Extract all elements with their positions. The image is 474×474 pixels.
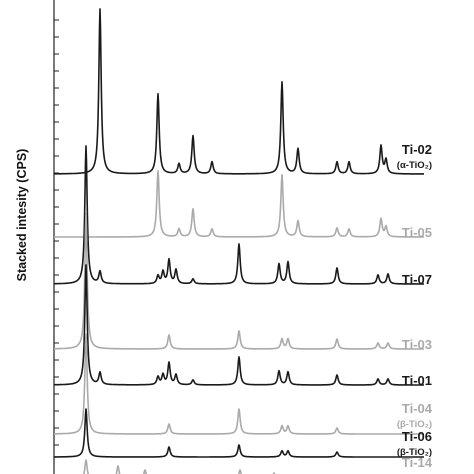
series-label-ti-01: Ti-01 <box>402 373 432 388</box>
series-label-ti-03: Ti-03 <box>402 337 432 352</box>
series-trace-ti-06 <box>53 408 425 458</box>
series-label-ti-05: Ti-05 <box>402 225 432 240</box>
series-labels: Ti-02 (α-TiO₂) Ti-05 Ti-07 Ti-03 Ti-01 Ti-04 (β… <box>397 142 433 470</box>
series-label-ti-04: Ti-04 <box>402 401 433 416</box>
series-sublabel-ti-02: (α-TiO₂) <box>397 160 432 171</box>
series-trace-ti-04 <box>53 333 425 435</box>
series-sublabel-ti-04: (β-TiO₂) <box>397 419 432 430</box>
series-label-ti-06: Ti-06 <box>402 429 432 444</box>
series-sublabel-ti-06: (β-TiO₂) <box>397 447 432 458</box>
series-label-ti-07: Ti-07 <box>402 272 432 287</box>
series-trace-ti-14 <box>83 459 276 474</box>
series-trace-ti-05 <box>53 170 425 238</box>
series-trace-ti-03 <box>53 213 425 350</box>
series-label-ti-14: Ti-14 <box>402 455 433 470</box>
series-trace-ti-01 <box>53 264 425 386</box>
y-ticks <box>54 19 59 446</box>
series-trace-ti-02 <box>53 8 425 175</box>
xrd-traces <box>53 8 425 474</box>
y-axis-label: Stacked intesity (CPS) <box>15 149 29 282</box>
series-trace-ti-07 <box>53 145 425 285</box>
series-label-ti-02: Ti-02 <box>402 142 432 157</box>
